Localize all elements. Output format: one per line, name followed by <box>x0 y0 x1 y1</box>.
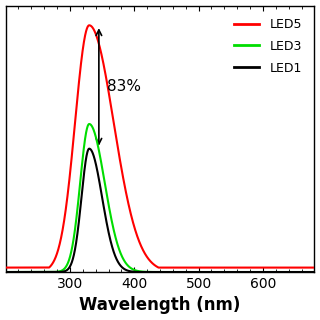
Text: 83%: 83% <box>107 79 141 94</box>
X-axis label: Wavelength (nm): Wavelength (nm) <box>79 296 241 315</box>
Legend: LED5, LED3, LED1: LED5, LED3, LED1 <box>228 12 308 81</box>
